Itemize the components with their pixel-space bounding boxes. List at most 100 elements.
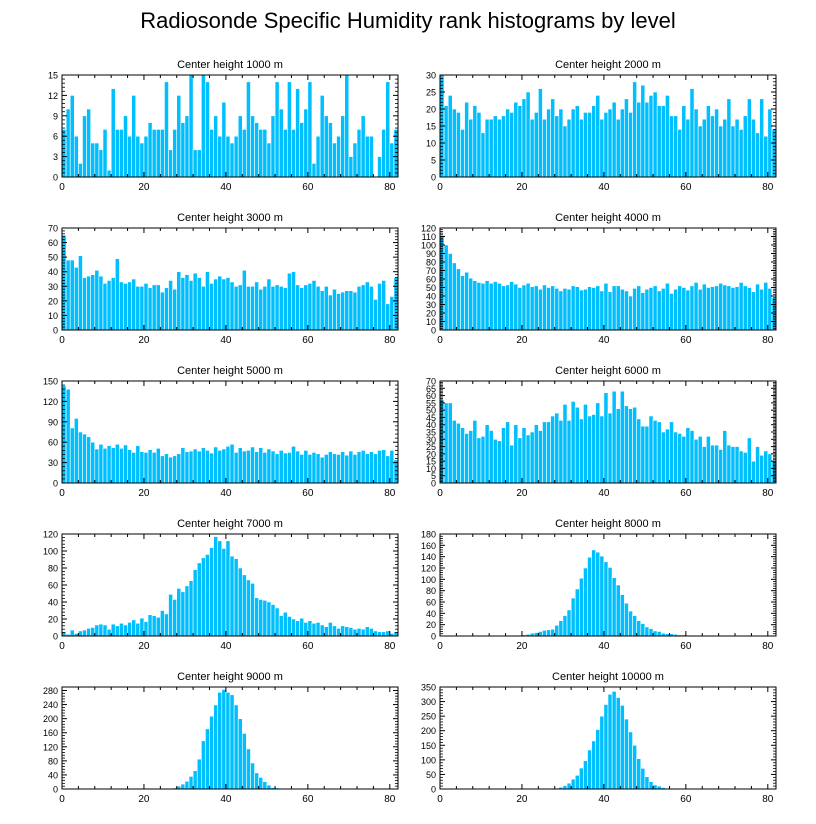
bar xyxy=(184,585,190,637)
bar xyxy=(468,277,474,331)
bar xyxy=(147,614,153,637)
bar xyxy=(65,259,71,331)
bar xyxy=(221,278,227,331)
bar xyxy=(488,282,494,331)
panel-title: Center height 7000 m xyxy=(177,518,283,530)
bar xyxy=(554,288,560,331)
bar xyxy=(673,431,678,484)
bar xyxy=(583,288,588,331)
bar xyxy=(213,536,219,637)
bar xyxy=(184,115,190,178)
bar xyxy=(344,74,350,178)
y-tick-label: 0 xyxy=(431,173,436,183)
panel-title: Center height 3000 m xyxy=(177,212,283,224)
x-tick-label: 60 xyxy=(302,641,314,652)
bar xyxy=(726,444,732,484)
x-tick-label: 40 xyxy=(598,335,610,346)
bar xyxy=(439,399,445,484)
bar xyxy=(315,622,321,637)
bar xyxy=(90,142,96,178)
bar xyxy=(513,283,519,331)
x-tick-label: 40 xyxy=(598,182,610,193)
x-tick-label: 40 xyxy=(220,182,232,193)
bar xyxy=(562,125,568,178)
x-tick-label: 20 xyxy=(516,335,528,346)
bar xyxy=(102,448,108,484)
bar xyxy=(225,445,231,484)
bar xyxy=(164,81,169,178)
bar xyxy=(209,547,214,637)
bar xyxy=(205,271,210,331)
y-tick-label: 10 xyxy=(426,464,436,474)
y-tick-label: 35 xyxy=(426,428,436,438)
bar xyxy=(254,122,259,178)
bar xyxy=(701,283,707,331)
bar xyxy=(69,629,75,637)
bar xyxy=(221,101,227,178)
bar xyxy=(640,768,646,790)
bar xyxy=(237,284,243,331)
bar xyxy=(180,277,186,331)
bar xyxy=(164,287,169,331)
bar xyxy=(282,452,288,484)
bar xyxy=(262,285,268,331)
bar xyxy=(299,287,305,331)
bar xyxy=(225,691,231,790)
bar xyxy=(270,604,276,637)
bar xyxy=(180,783,186,790)
bar xyxy=(480,132,486,178)
bar xyxy=(755,283,760,331)
bar xyxy=(509,281,515,331)
bar xyxy=(119,129,124,178)
bar xyxy=(389,450,395,484)
panel-7: Center height 7000 m 0 20 40 60 80 0 20 40 60 80 10… xyxy=(43,518,399,652)
x-tick-label: 60 xyxy=(680,182,692,193)
bar xyxy=(356,129,362,178)
bar xyxy=(632,615,637,637)
plot-frame xyxy=(61,227,399,331)
bar xyxy=(652,91,658,178)
bar xyxy=(241,129,247,178)
bar xyxy=(460,275,465,331)
bar xyxy=(192,770,198,790)
bar xyxy=(201,447,206,484)
bar xyxy=(460,427,465,484)
bar xyxy=(319,95,325,178)
bar xyxy=(352,291,358,331)
bar xyxy=(377,156,382,178)
bar xyxy=(278,285,284,331)
bar xyxy=(660,105,666,178)
bar xyxy=(73,267,79,331)
bar xyxy=(201,74,206,178)
bar xyxy=(180,447,186,484)
bar xyxy=(311,163,317,178)
x-tick-label: 60 xyxy=(680,794,692,805)
bar xyxy=(323,115,329,178)
bar xyxy=(550,285,556,331)
bar xyxy=(484,280,490,331)
bar xyxy=(291,271,296,331)
bar xyxy=(640,292,646,331)
bar xyxy=(476,282,482,331)
y-tick-label: 180 xyxy=(421,530,436,540)
y-tick-label: 25 xyxy=(426,88,436,98)
bar xyxy=(546,108,551,178)
bar xyxy=(213,704,219,790)
bar xyxy=(624,602,629,637)
bar xyxy=(464,433,469,484)
bar xyxy=(295,450,300,484)
bar xyxy=(726,98,732,178)
bar xyxy=(501,285,506,331)
bar xyxy=(656,290,662,331)
bar xyxy=(648,628,654,637)
bar xyxy=(660,431,666,484)
bar xyxy=(172,455,178,484)
bar xyxy=(229,694,235,790)
bar xyxy=(278,108,284,178)
bar xyxy=(114,625,120,637)
bar xyxy=(599,118,605,178)
bar xyxy=(497,118,502,178)
x-tick-label: 40 xyxy=(220,335,232,346)
bar xyxy=(484,118,490,178)
bar xyxy=(583,760,588,790)
